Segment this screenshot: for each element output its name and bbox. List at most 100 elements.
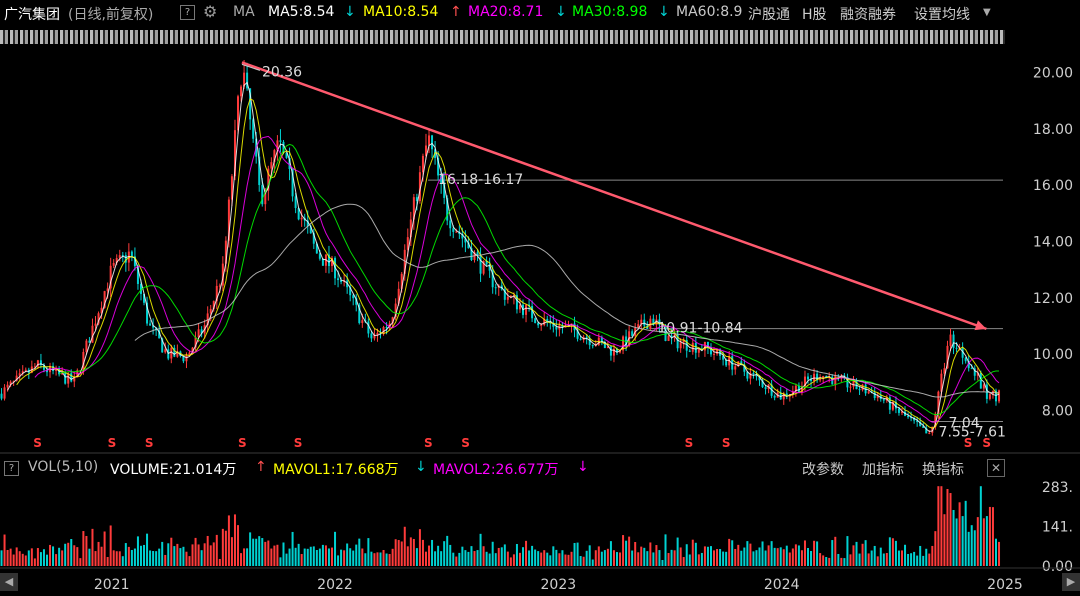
event-marker[interactable]: S [964, 436, 973, 450]
candle-body [952, 334, 955, 348]
candle-body [716, 349, 719, 354]
volume-bar [282, 542, 285, 566]
candle-body [464, 238, 467, 243]
help-icon[interactable]: ? [4, 461, 19, 476]
volume-bar [446, 535, 449, 566]
close-icon[interactable]: ✕ [987, 459, 1005, 477]
candle-body [191, 347, 194, 353]
volume-bar [891, 538, 894, 566]
volume-bar [431, 539, 434, 566]
tab-hk-connect[interactable]: 沪股通 [748, 7, 790, 23]
change-params-button[interactable]: 改参数 [802, 462, 844, 478]
candle-body [867, 391, 870, 394]
candle-body [146, 302, 149, 324]
candle-body [385, 327, 388, 329]
volume-bar [21, 553, 24, 566]
scroll-right-icon[interactable]: ▶ [1062, 573, 1080, 591]
event-marker[interactable]: S [238, 436, 247, 450]
event-marker[interactable]: S [294, 436, 303, 450]
candle-body [273, 150, 276, 163]
candle-body [267, 168, 270, 191]
switch-indicator-button[interactable]: 换指标 [922, 462, 964, 478]
candle-body [900, 411, 903, 413]
candle-body [197, 329, 200, 338]
candle-body [164, 349, 167, 353]
event-marker[interactable]: S [982, 436, 991, 450]
candle-body [640, 319, 643, 325]
event-marker[interactable]: S [145, 436, 154, 450]
candle-body [446, 197, 449, 221]
volume-bar [33, 558, 36, 566]
volume-bar [940, 486, 943, 566]
candle-body [600, 337, 603, 342]
candle-body [612, 348, 615, 356]
event-marker[interactable]: S [108, 436, 117, 450]
volume-bar [846, 536, 849, 566]
chart-mode[interactable]: (日线,前复权) [68, 7, 154, 23]
volume-bar [209, 545, 212, 566]
volume-bar [306, 548, 309, 566]
volume-bar [740, 550, 743, 566]
volume-bar [855, 541, 858, 566]
chevron-down-icon[interactable]: ▼ [983, 7, 991, 18]
candle-body [758, 376, 761, 381]
volume-bar [503, 544, 506, 566]
volume-bar [716, 549, 719, 566]
add-indicator-button[interactable]: 加指标 [862, 462, 904, 478]
volume-bar [528, 550, 531, 566]
candle-body [891, 401, 894, 410]
candle-body [221, 263, 224, 286]
volume-bar [0, 550, 3, 566]
help-icon[interactable]: ? [180, 5, 195, 20]
event-marker[interactable]: S [685, 436, 694, 450]
event-marker[interactable]: S [722, 436, 731, 450]
candle-body [494, 287, 497, 289]
candle-body [415, 197, 418, 202]
candle-body [540, 324, 543, 326]
volume-bar [967, 531, 970, 566]
volume-bar [731, 540, 734, 566]
candle-body [967, 361, 970, 369]
event-marker[interactable]: S [424, 436, 433, 450]
time-tick-label: 2022 [317, 577, 353, 593]
volume-bar [403, 526, 406, 566]
candle-body [288, 157, 291, 170]
candle-body [321, 258, 324, 266]
volume-bar [609, 541, 612, 566]
volume-bar [240, 553, 243, 566]
volume-bar [139, 545, 142, 566]
candle-body [24, 369, 27, 372]
volume-bar [373, 553, 376, 566]
volume-bar [779, 547, 782, 566]
volume-bar [130, 550, 133, 566]
event-marker[interactable]: S [461, 436, 470, 450]
tab-h-share[interactable]: H股 [802, 7, 827, 23]
candle-body [785, 393, 788, 397]
volume-bar [897, 550, 900, 566]
candle-body [188, 352, 191, 356]
volume-bar [318, 548, 321, 566]
candle-body [743, 364, 746, 372]
tab-margin[interactable]: 融资融券 [840, 7, 896, 23]
candle-body [45, 369, 48, 373]
volume-bar [619, 552, 622, 566]
tab-settings[interactable]: 设置均线 [914, 7, 970, 23]
ma20-value: MA20:8.71 [468, 4, 544, 20]
candle-body [755, 374, 758, 377]
event-marker[interactable]: S [33, 436, 42, 450]
price-tick-label: 18.00 [1033, 122, 1073, 138]
price-tick-label: 16.00 [1033, 178, 1073, 194]
volume-bar [397, 540, 400, 566]
candle-body [233, 130, 236, 177]
scroll-left-icon[interactable]: ◀ [0, 573, 18, 591]
candle-body [285, 152, 288, 158]
candle-body [264, 190, 267, 205]
volume-bar [464, 550, 467, 566]
volume-bar [203, 543, 206, 566]
candle-body [97, 313, 100, 324]
volume-bar [713, 550, 716, 566]
gear-icon[interactable]: ⚙ [203, 2, 218, 21]
volume-bar [634, 542, 637, 566]
stock-name[interactable]: 广汽集团 [4, 7, 60, 23]
